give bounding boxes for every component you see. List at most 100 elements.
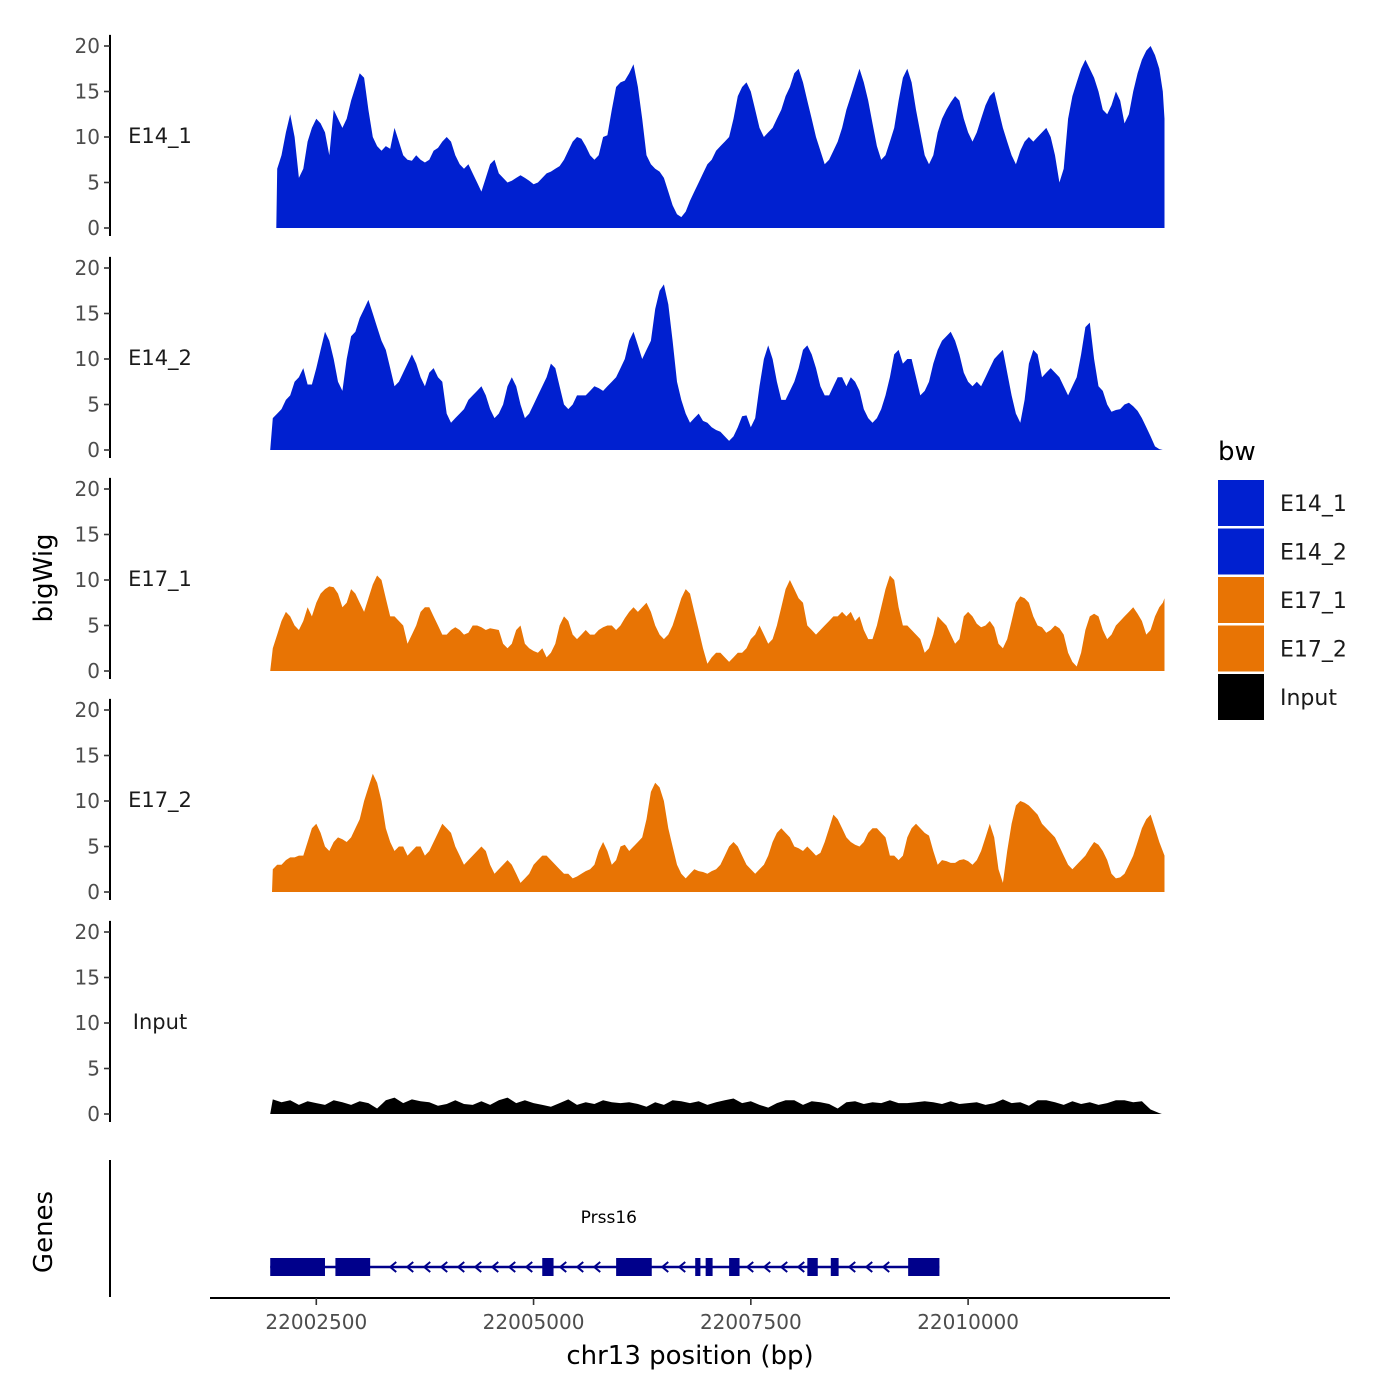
legend-swatch (1218, 480, 1264, 526)
legend-item-e17-1: E17_1 (1218, 577, 1347, 623)
y-tick-label: 0 (87, 438, 100, 462)
gene-name-label: Prss16 (581, 1208, 637, 1228)
strand-arrow (507, 1261, 516, 1273)
y-tick-label: 0 (87, 659, 100, 683)
y-tick-label: 0 (87, 216, 100, 240)
gene-track: Prss16 (109, 1160, 940, 1297)
signal-area-input (270, 1097, 1162, 1114)
legend-label: E14_1 (1280, 492, 1347, 517)
strand-arrow (405, 1261, 414, 1273)
legend-swatch (1218, 528, 1264, 575)
legend-item-e14-1: E14_1 (1218, 480, 1347, 526)
x-axis-title: chr13 position (bp) (566, 1341, 813, 1371)
y-tick-label: 5 (87, 393, 100, 417)
track-e14-2: 0 5 10 15 20 E14_2 (75, 256, 1165, 462)
y-tick-label: 10 (75, 125, 100, 149)
strand-arrow (558, 1261, 567, 1273)
x-tick-label: 22010000 (917, 1310, 1019, 1334)
tracks-layer: 05101520E14_105101520E14_205101520E17_10… (75, 34, 1165, 1126)
y-tick-label: 5 (87, 171, 100, 195)
strand-arrow (422, 1261, 431, 1273)
track-label: E14_2 (128, 346, 192, 371)
y-tick-label: 10 (75, 1011, 100, 1035)
legend-swatch (1218, 625, 1264, 672)
strand-arrow (677, 1261, 686, 1273)
signal-area-e14-2 (270, 284, 1165, 450)
gene-exon (695, 1258, 701, 1276)
x-tick-label: 22002500 (265, 1310, 367, 1334)
genes-axis-title: Genes (29, 1191, 59, 1273)
legend-item-input: Input (1218, 674, 1337, 720)
y-axis-title: bigWig (29, 533, 59, 622)
x-axis: 22002500 22005000 22007500 22010000 (210, 1297, 1170, 1334)
y-tick-label: 20 (75, 698, 100, 722)
legend-label: Input (1280, 686, 1337, 711)
gene-exon (705, 1258, 713, 1276)
track-e17-1: 0 5 10 15 20 E17_1 (75, 477, 1165, 683)
track-label: Input (133, 1010, 187, 1034)
y-tick-label: 0 (87, 880, 100, 904)
y-tick-label: 0 (87, 1102, 100, 1126)
x-tick-label: 22005000 (483, 1310, 585, 1334)
y-tick-label: 20 (75, 477, 100, 501)
legend-label: E17_1 (1280, 589, 1347, 614)
strand-arrow (388, 1261, 397, 1273)
y-tick-label: 10 (75, 568, 100, 592)
legend-swatch (1218, 674, 1264, 720)
strand-arrow (660, 1261, 669, 1273)
legend-title: bw (1218, 437, 1256, 467)
y-tick-label: 15 (75, 302, 100, 326)
legend-item-e17-2: E17_2 (1218, 625, 1347, 672)
gene-exon (335, 1258, 371, 1276)
track-e14-1: 0 5 10 15 20 E14_1 (75, 34, 1165, 240)
strand-arrow (745, 1261, 754, 1273)
strand-arrow (779, 1261, 788, 1273)
strand-arrow (456, 1261, 465, 1273)
track-e17-2: 0 5 10 15 20 E17_2 (75, 698, 1165, 904)
strand-arrow (796, 1261, 805, 1273)
strand-arrow (473, 1261, 482, 1273)
strand-arrow (847, 1261, 856, 1273)
strand-arrow (490, 1261, 499, 1273)
strand-arrow (575, 1261, 584, 1273)
signal-area-e17-2 (272, 773, 1165, 892)
y-tick-label: 20 (75, 920, 100, 944)
gene-exon (807, 1258, 818, 1276)
strand-arrow (439, 1261, 448, 1273)
gene-exon (908, 1258, 940, 1276)
y-tick-label: 15 (75, 744, 100, 768)
y-tick-label: 5 (87, 1057, 100, 1081)
gene-exon (542, 1258, 554, 1276)
y-tick-label: 10 (75, 347, 100, 371)
y-tick-label: 20 (75, 256, 100, 280)
track-label: E17_2 (128, 788, 192, 813)
y-tick-label: 15 (75, 80, 100, 104)
gene-prss16: Prss16 (270, 1208, 940, 1276)
strand-arrow (881, 1261, 890, 1273)
legend-label: E17_2 (1280, 638, 1347, 663)
legend: bw E14_1 E14_2 E17_1 E17_2 Input (1218, 437, 1347, 720)
y-tick-label: 15 (75, 523, 100, 547)
signal-area-e14-1 (276, 46, 1165, 228)
x-tick-label: 22007500 (700, 1310, 802, 1334)
legend-item-e14-2: E14_2 (1218, 528, 1347, 575)
y-tick-label: 20 (75, 34, 100, 58)
gene-exon (270, 1258, 325, 1276)
signal-area-e17-1 (270, 575, 1165, 671)
gene-exon (729, 1258, 740, 1276)
track-label: E14_1 (128, 124, 192, 149)
track-label: E17_1 (128, 567, 192, 592)
strand-arrow (524, 1261, 533, 1273)
legend-label: E14_2 (1280, 541, 1347, 566)
y-tick-label: 15 (75, 966, 100, 990)
y-tick-label: 10 (75, 789, 100, 813)
gene-exon (830, 1258, 839, 1276)
gene-exon (616, 1258, 652, 1276)
strand-arrow (762, 1261, 771, 1273)
strand-arrow (864, 1261, 873, 1273)
legend-items: E14_1 E14_2 E17_1 E17_2 Input (1218, 480, 1347, 720)
y-tick-label: 5 (87, 614, 100, 638)
y-tick-label: 5 (87, 835, 100, 859)
strand-arrow (592, 1261, 601, 1273)
